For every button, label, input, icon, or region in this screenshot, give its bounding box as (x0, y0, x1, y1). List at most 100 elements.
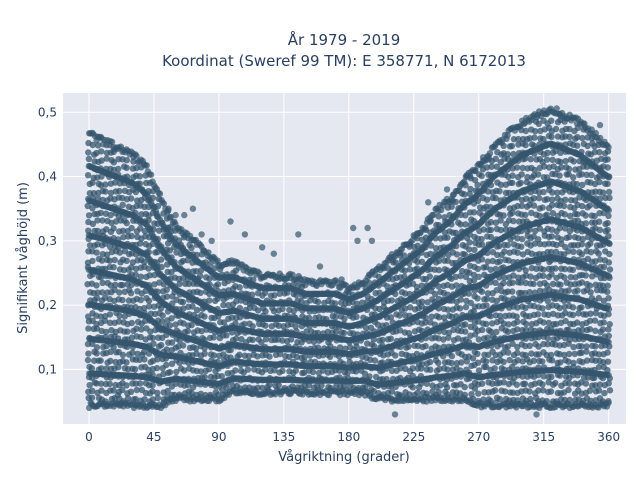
data-point (279, 367, 286, 374)
data-point (387, 314, 395, 321)
data-point (124, 211, 131, 219)
data-point (136, 180, 144, 187)
data-point (138, 164, 145, 171)
data-point (335, 291, 343, 298)
data-point (418, 352, 425, 359)
data-point (353, 376, 360, 384)
data-point (257, 300, 265, 307)
data-point (406, 312, 413, 319)
data-point (85, 227, 92, 234)
data-point (253, 344, 260, 351)
data-point (123, 343, 131, 350)
data-point (379, 342, 386, 349)
data-point (405, 260, 413, 267)
data-point (323, 316, 330, 323)
data-point (435, 359, 442, 367)
data-point (266, 360, 274, 368)
data-point (102, 188, 109, 195)
data-point (88, 365, 96, 372)
data-point (142, 172, 149, 179)
data-point (327, 306, 335, 314)
data-point (179, 244, 187, 252)
data-point (159, 219, 166, 227)
data-point (123, 257, 130, 264)
data-point (486, 150, 494, 157)
data-point (154, 294, 161, 301)
data-point (171, 243, 178, 251)
data-point (361, 361, 369, 368)
data-point (379, 336, 386, 344)
data-point (133, 152, 140, 159)
data-point (249, 329, 256, 336)
data-point (145, 297, 153, 304)
data-point (422, 334, 430, 342)
data-point (119, 373, 127, 381)
data-point (353, 351, 360, 358)
data-point (110, 264, 117, 271)
data-point (201, 336, 208, 343)
data-point (205, 249, 212, 256)
data-point (318, 382, 325, 389)
data-point (88, 394, 96, 401)
data-point (237, 314, 244, 321)
data-point (444, 267, 451, 274)
data-point (197, 267, 205, 274)
data-point (276, 346, 283, 353)
data-point (149, 382, 156, 389)
data-point (400, 252, 408, 259)
data-point (400, 297, 407, 304)
data-point (176, 329, 183, 336)
data-point (453, 313, 460, 320)
data-point (153, 213, 161, 220)
data-point (215, 313, 222, 320)
data-point (391, 268, 399, 275)
data-point (149, 194, 157, 202)
data-point (289, 282, 296, 289)
data-point (102, 181, 109, 188)
data-point (435, 344, 442, 351)
data-point (123, 164, 130, 171)
data-point (383, 375, 390, 383)
data-point (292, 323, 299, 330)
data-point (158, 378, 165, 386)
data-point (357, 337, 365, 344)
data-point (401, 359, 408, 366)
data-point (110, 225, 117, 232)
data-point (453, 251, 461, 258)
data-point (388, 358, 395, 366)
data-point (106, 173, 113, 180)
data-point (115, 171, 122, 178)
data-point (370, 336, 377, 343)
data-point (141, 258, 148, 266)
data-point (422, 342, 429, 350)
data-point (201, 313, 208, 320)
data-point (302, 292, 309, 299)
data-point (426, 351, 434, 359)
data-point (326, 353, 334, 361)
data-point (218, 342, 226, 350)
data-point (405, 343, 412, 350)
data-point (423, 282, 431, 289)
data-point (136, 173, 143, 180)
data-point (154, 389, 161, 397)
data-point (163, 331, 170, 338)
data-point (98, 305, 105, 312)
data-point (430, 227, 438, 234)
data-point (154, 248, 161, 256)
data-point (301, 353, 308, 361)
data-point (150, 340, 157, 347)
data-point (396, 312, 403, 319)
data-point (262, 336, 270, 343)
data-point (216, 266, 224, 273)
data-point (371, 364, 378, 371)
data-point (85, 149, 92, 156)
data-point (405, 330, 413, 337)
data-point (214, 281, 222, 288)
data-point (123, 359, 130, 366)
data-point (146, 179, 154, 187)
data-point (258, 328, 265, 336)
data-point (108, 138, 116, 146)
data-point (401, 273, 408, 280)
data-point (115, 165, 122, 173)
data-point (249, 336, 256, 344)
